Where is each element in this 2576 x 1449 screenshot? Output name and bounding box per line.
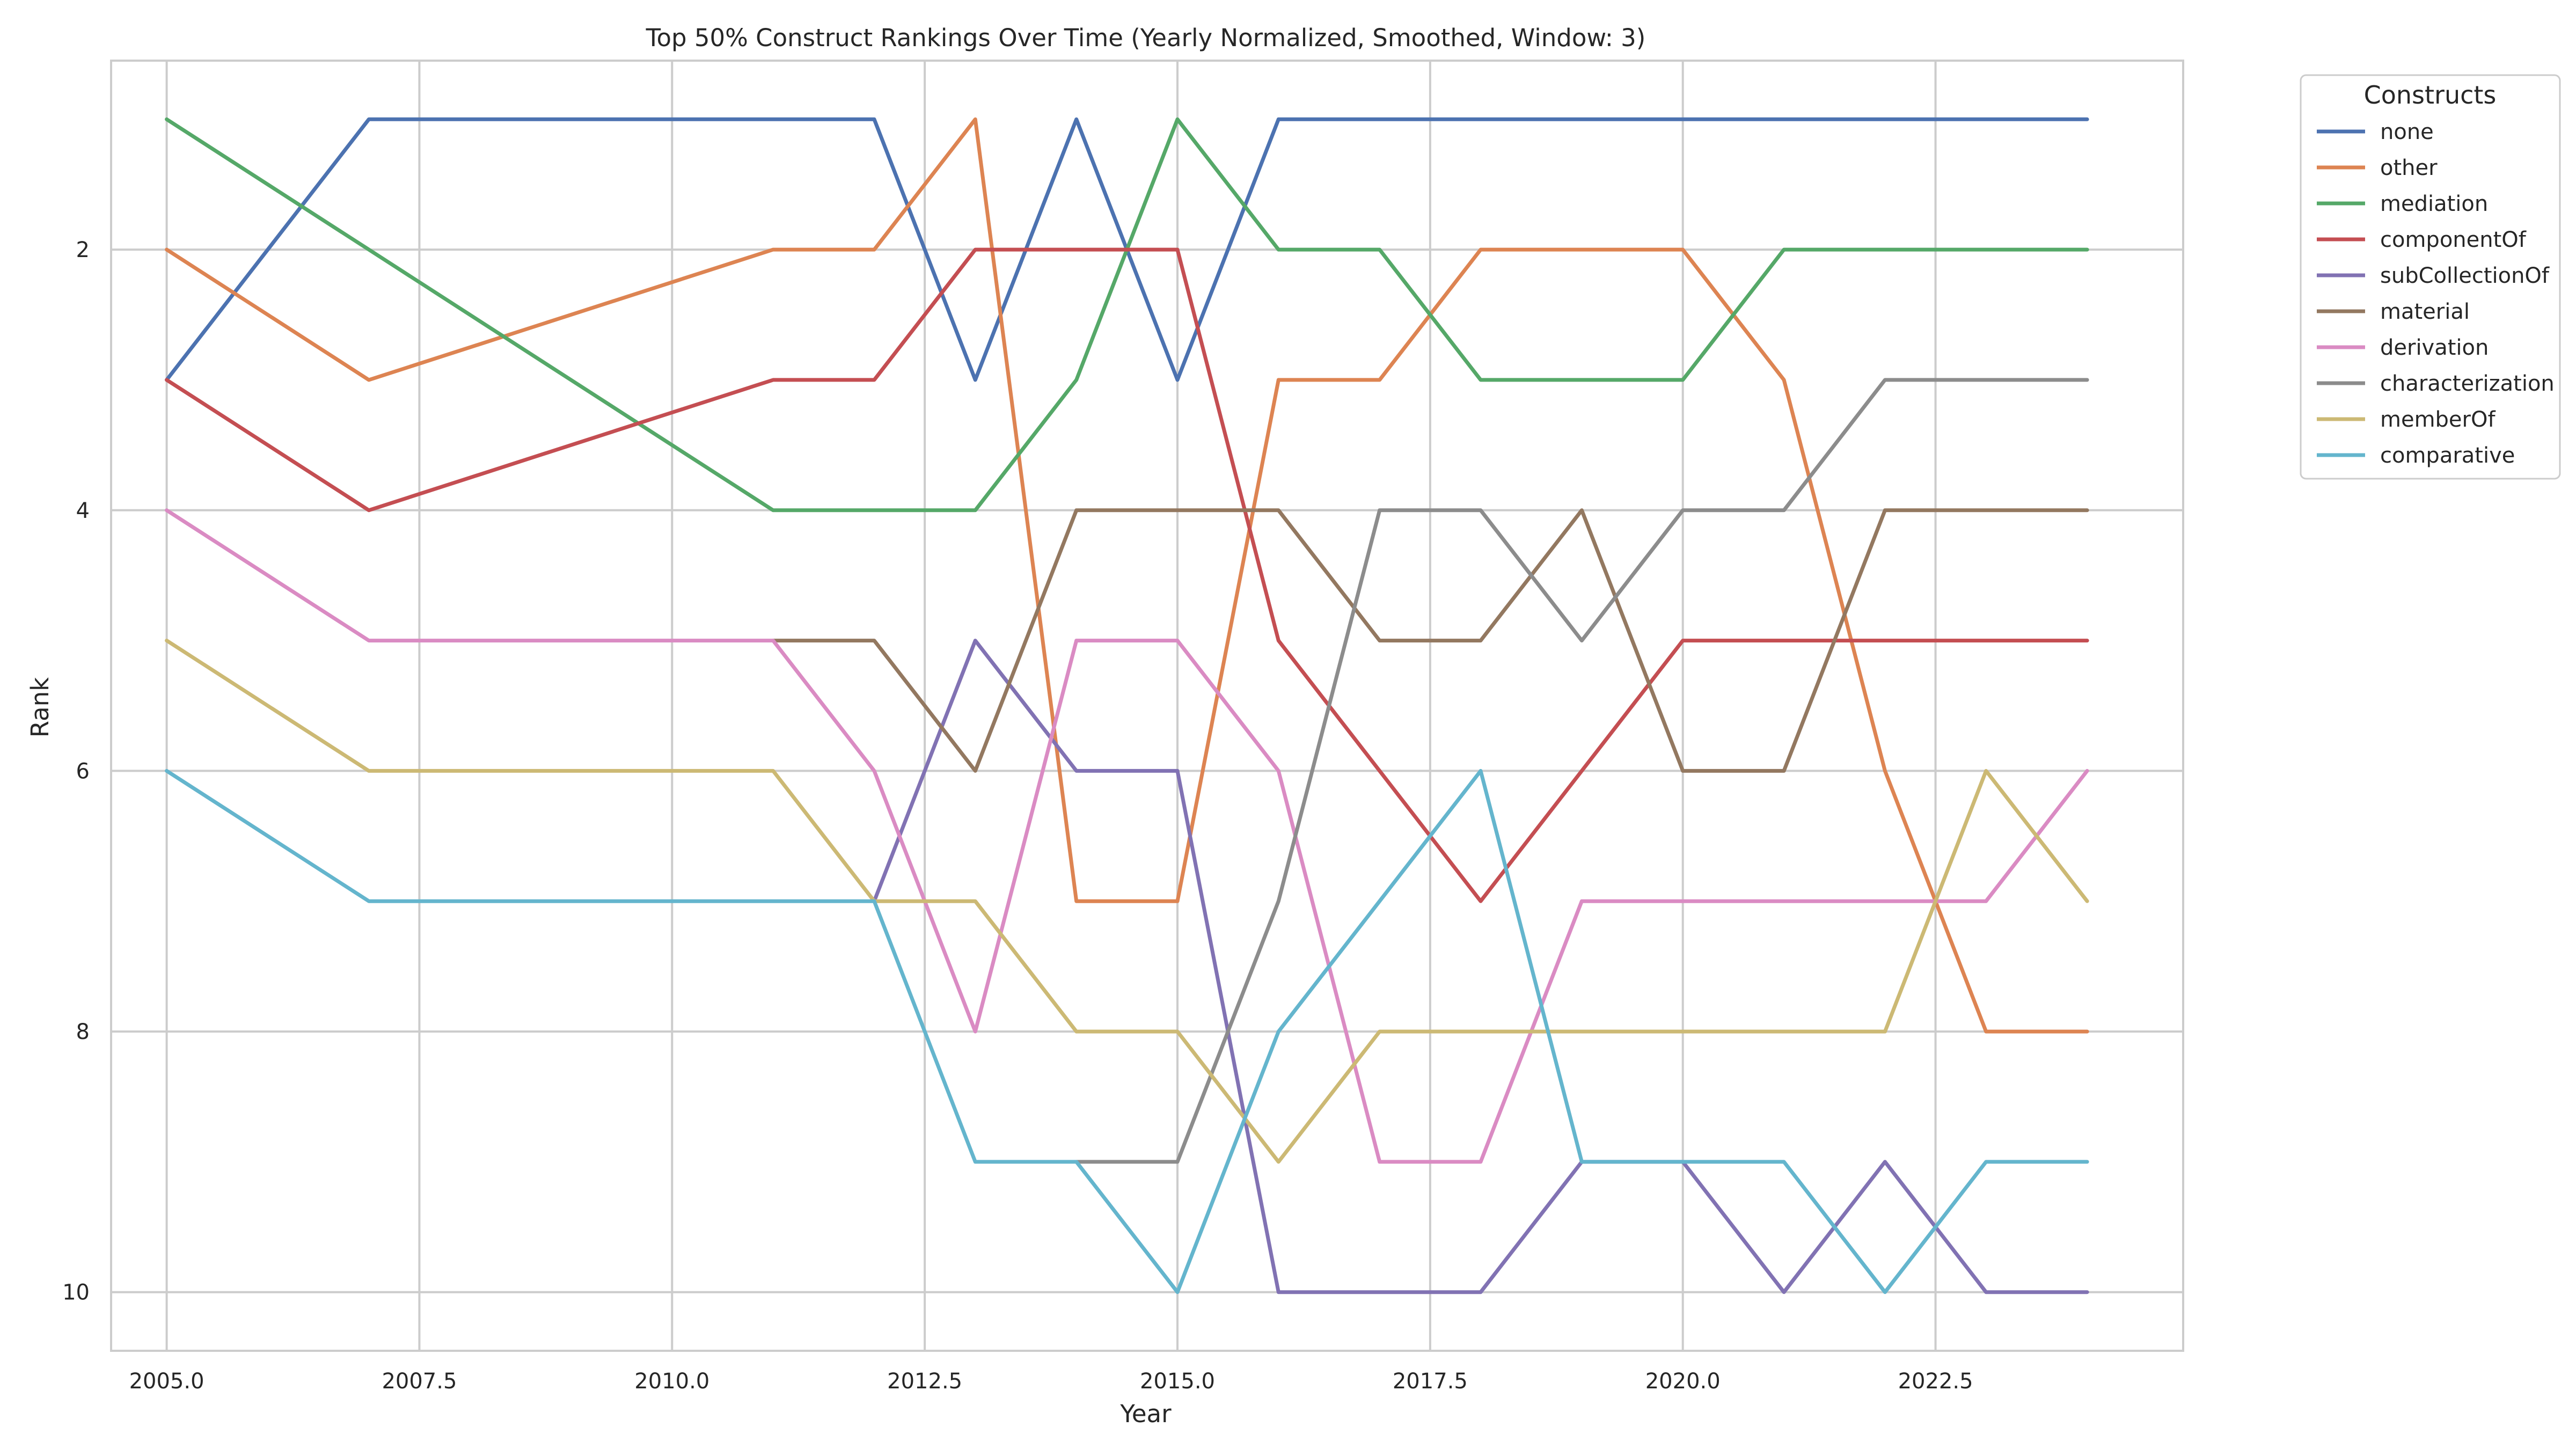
- x-gridlines: [165, 61, 1937, 1351]
- y-tick-label: 2: [76, 238, 90, 262]
- x-tick-label: 2010.0: [634, 1369, 709, 1394]
- series-lines: [165, 117, 2089, 1294]
- x-tick-label: 2015.0: [1140, 1369, 1215, 1394]
- legend-item-mediation: mediation: [2317, 192, 2488, 216]
- x-tick-label: 2020.0: [1645, 1369, 1721, 1394]
- legend-item-none: none: [2317, 120, 2434, 144]
- legend-item-subCollectionOf: subCollectionOf: [2317, 264, 2550, 288]
- plot-frame: [110, 60, 2184, 1352]
- x-tick-label: 2017.5: [1393, 1369, 1468, 1394]
- legend-item-componentOf: componentOf: [2317, 228, 2527, 252]
- series-line-mediation: [165, 117, 2089, 513]
- legend-item-other: other: [2317, 156, 2438, 180]
- series-line-material: [771, 508, 2089, 773]
- legend-item-memberOf: memberOf: [2317, 407, 2496, 432]
- legend-item-material: material: [2317, 299, 2470, 324]
- legend-items: none other mediation componentOf subCollecti…: [2317, 120, 2555, 468]
- chart-title: Top 50% Construct Rankings Over Time (Ye…: [646, 24, 1646, 52]
- legend-label: componentOf: [2380, 228, 2527, 252]
- series-line-derivation: [165, 508, 2089, 1164]
- y-tick-label: 4: [76, 499, 90, 523]
- series-line-comparative: [165, 769, 2089, 1294]
- legend-label: other: [2380, 156, 2438, 180]
- legend-title: Constructs: [2364, 80, 2497, 109]
- legend-label: subCollectionOf: [2380, 264, 2550, 288]
- x-tick-label: 2005.0: [129, 1369, 204, 1394]
- series-line-memberOf: [165, 639, 2089, 1164]
- legend-label: memberOf: [2380, 407, 2496, 432]
- x-tick-labels: 2005.0 2007.5 2010.0 2012.5 2015.0 2017.5 2020…: [129, 1369, 1973, 1394]
- y-axis-label: Rank: [26, 677, 54, 737]
- x-tick-label: 2022.5: [1898, 1369, 1973, 1394]
- legend-label: derivation: [2380, 335, 2489, 360]
- legend-label: none: [2380, 120, 2434, 144]
- y-tick-label: 6: [76, 759, 90, 784]
- legend: Constructs none other mediation componentOf…: [2300, 74, 2561, 480]
- legend-label: material: [2380, 299, 2470, 324]
- legend-item-comparative: comparative: [2317, 443, 2515, 468]
- legend-label: comparative: [2380, 443, 2515, 468]
- series-line-other: [165, 117, 2089, 1034]
- series-line-characterization: [1074, 378, 2089, 1164]
- series-line-componentOf: [165, 247, 2089, 903]
- legend-item-characterization: characterization: [2317, 371, 2555, 396]
- x-axis-label: Year: [1119, 1400, 1172, 1428]
- y-tick-label: 8: [76, 1020, 90, 1044]
- legend-box: [2300, 74, 2561, 480]
- series-line-subCollectionOf: [872, 639, 2089, 1294]
- y-tick-label: 10: [62, 1280, 90, 1305]
- y-tick-labels: 2 4 6 8 10: [62, 238, 90, 1305]
- series-line-none: [165, 117, 2089, 382]
- x-tick-label: 2012.5: [887, 1369, 962, 1394]
- legend-item-derivation: derivation: [2317, 335, 2489, 360]
- x-tick-label: 2007.5: [382, 1369, 457, 1394]
- legend-label: mediation: [2380, 192, 2488, 216]
- legend-label: characterization: [2380, 371, 2555, 396]
